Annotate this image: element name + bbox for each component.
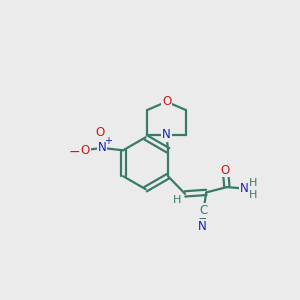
Text: O: O — [221, 164, 230, 176]
Text: O: O — [162, 95, 171, 108]
Text: +: + — [104, 136, 112, 146]
Text: H: H — [249, 190, 258, 200]
Text: O: O — [95, 126, 104, 139]
Text: N: N — [98, 141, 106, 154]
Text: N: N — [198, 220, 207, 233]
Text: −: − — [68, 145, 80, 159]
Text: N: N — [162, 128, 171, 142]
Text: H: H — [249, 178, 258, 188]
Text: H: H — [173, 195, 181, 205]
Text: O: O — [80, 144, 90, 157]
Text: N: N — [240, 182, 249, 195]
Text: C: C — [199, 204, 208, 217]
